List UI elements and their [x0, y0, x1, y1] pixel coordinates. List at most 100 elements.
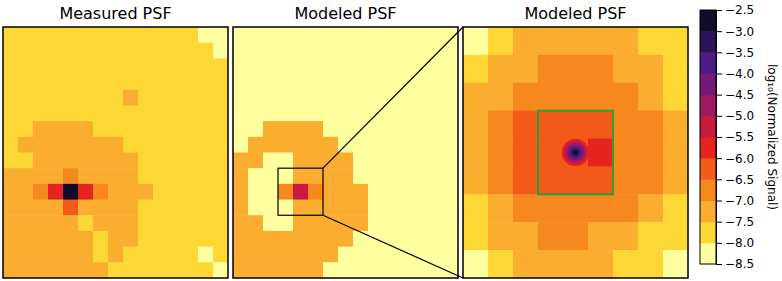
heatmap-cell [353, 200, 369, 216]
heatmap-cell [233, 262, 249, 278]
heatmap-cell [443, 121, 458, 137]
heatmap-cell [263, 231, 279, 247]
heatmap-cell [278, 121, 294, 137]
heatmap-cell [398, 153, 414, 169]
heatmap-cell [413, 121, 429, 137]
heatmap-cell [153, 184, 169, 200]
heatmap-cell [513, 166, 539, 194]
heatmap-cell [563, 27, 589, 55]
heatmap-cell [383, 262, 399, 278]
heatmap-cell [383, 137, 399, 153]
heatmap-cell [443, 215, 458, 231]
heatmap-cell [63, 231, 79, 247]
heatmap-cell [18, 74, 34, 90]
heatmap-cell [3, 58, 19, 74]
panel-frame [3, 27, 228, 278]
heatmap-cell [18, 90, 34, 106]
heatmap-cell [123, 168, 139, 184]
heatmap-cell [278, 184, 294, 200]
heatmap-cell [338, 200, 354, 216]
heatmap-cell [398, 105, 414, 121]
heatmap-cell [198, 27, 214, 43]
heatmap-cell [308, 137, 324, 153]
heatmap-cell [538, 139, 564, 167]
heatmap-cell [463, 194, 489, 222]
heatmap-cell [353, 74, 369, 90]
heatmap-cell [463, 166, 489, 194]
heatmap-cell [323, 168, 339, 184]
heatmap-cell [138, 137, 154, 153]
heatmap-cell [168, 247, 184, 263]
heatmap-cell [33, 58, 49, 74]
heatmap-cell [428, 262, 444, 278]
heatmap-cell [538, 111, 564, 139]
heatmap-cell [588, 27, 614, 55]
colorbar-tick: −4.0 [716, 67, 754, 81]
heatmap-cell [183, 153, 199, 169]
core-level [564, 141, 588, 165]
heatmap-cell [428, 27, 444, 43]
heatmap-cell [153, 121, 169, 137]
figure: Measured PSFModeled PSFModeled PSF−8.5−8… [0, 0, 782, 281]
colorbar-tick: −3.5 [716, 46, 754, 60]
heatmap-cell [353, 43, 369, 59]
heatmap-cell [368, 168, 384, 184]
heatmap-cell [638, 222, 664, 250]
heatmap-cell [368, 27, 384, 43]
heatmap-cell [33, 247, 49, 263]
colorbar-tick-mark [716, 10, 722, 11]
colorbar-frame [700, 10, 716, 264]
heatmap-cell [48, 137, 64, 153]
heatmap-cell [338, 43, 354, 59]
heatmap-cell [248, 200, 264, 216]
heatmap-cell [33, 200, 49, 216]
heatmap-cell [413, 247, 429, 263]
heatmap-cell [3, 262, 19, 278]
heatmap-cell [233, 121, 249, 137]
heatmap-cell [398, 200, 414, 216]
heatmap-cell [488, 111, 514, 139]
heatmap-cell [663, 111, 688, 139]
heatmap-cell [233, 200, 249, 216]
heatmap-cell [183, 90, 199, 106]
colorbar-tick-label: −6.0 [725, 152, 754, 166]
heatmap-cell [488, 83, 514, 111]
heatmap-cell [398, 168, 414, 184]
colorbar-tick-mark [716, 179, 722, 180]
heatmap-cell [443, 105, 458, 121]
heatmap-cell [123, 231, 139, 247]
colorbar-label: log₁₀(Normalized Signal) [765, 64, 779, 210]
heatmap-cell [33, 262, 49, 278]
heatmap-cell [48, 168, 64, 184]
heatmap-cell [153, 43, 169, 59]
heatmap-cell [168, 43, 184, 59]
heatmap-cell [78, 247, 94, 263]
heatmap-cell [198, 137, 214, 153]
heatmap-cell [248, 58, 264, 74]
colorbar-tick-mark [716, 222, 722, 223]
heatmap-cell [323, 184, 339, 200]
heatmap-cell [108, 58, 124, 74]
heatmap-cell [153, 215, 169, 231]
colorbar-tick-label: −3.5 [725, 46, 754, 60]
heatmap-cell [308, 231, 324, 247]
heatmap-cell [563, 111, 589, 139]
heatmap-cell [3, 200, 19, 216]
heatmap-cell [428, 105, 444, 121]
heatmap-cell [353, 90, 369, 106]
heatmap-cell [63, 200, 79, 216]
heatmap-cell [63, 27, 79, 43]
heatmap-cell [138, 153, 154, 169]
heatmap-cell [308, 200, 324, 216]
zoom-line [323, 215, 463, 278]
heatmap-cell [233, 153, 249, 169]
heatmap-cell [3, 90, 19, 106]
colorbar-tick-label: −5.5 [725, 130, 754, 144]
heatmap-cell [398, 231, 414, 247]
heatmap-cell [293, 153, 309, 169]
heatmap-cell [368, 247, 384, 263]
heatmap-cell [33, 168, 49, 184]
heatmap-cell [3, 74, 19, 90]
heatmap-cell [293, 58, 309, 74]
colorbar-tick: −6.5 [716, 173, 754, 187]
